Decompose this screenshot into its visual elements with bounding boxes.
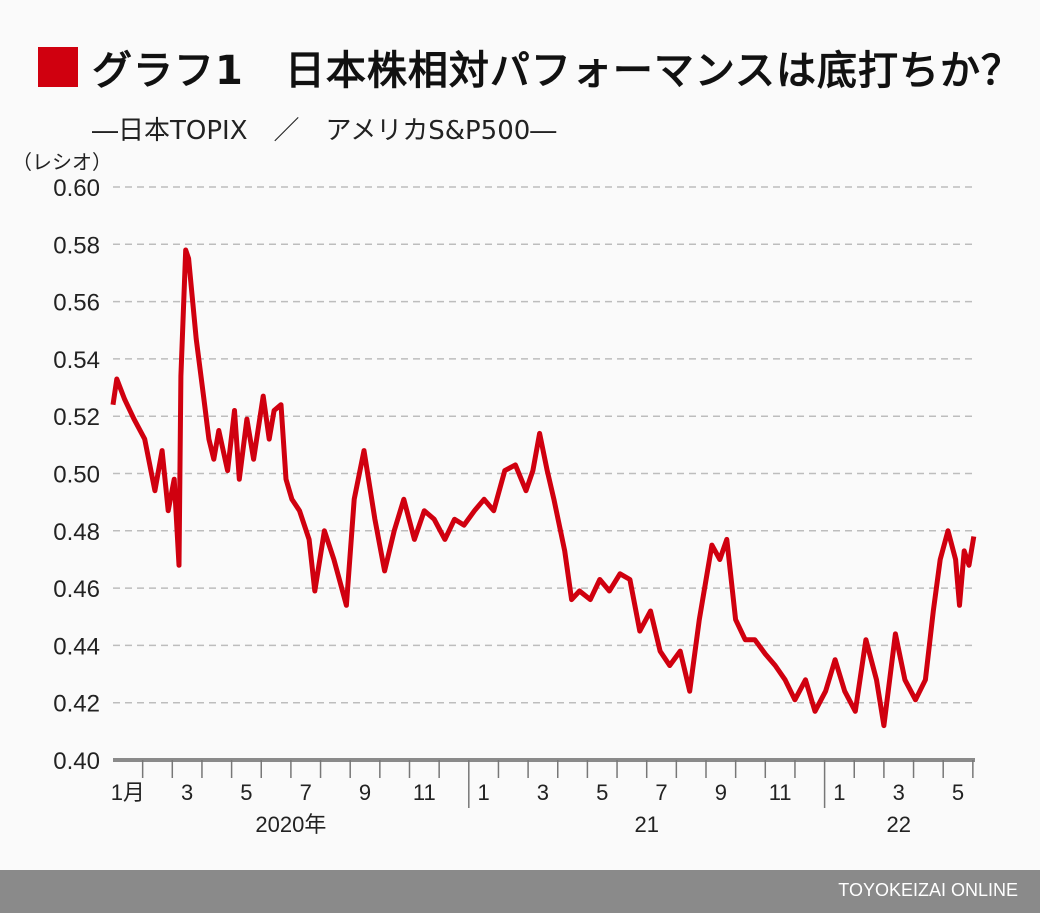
footer-brand: TOYOKEIZAI ONLINE xyxy=(838,880,1018,900)
title-marker xyxy=(38,47,78,87)
line-chart: 0.60 0.58 0.56 0.54 0.52 0.50 0.48 0.46 0.44 0.42… xyxy=(53,175,977,837)
y-tick-label: 0.54 xyxy=(53,347,100,374)
x-tick-label: 9 xyxy=(715,780,727,805)
y-tick-label: 0.56 xyxy=(53,290,100,317)
y-tick-label: 0.42 xyxy=(53,691,100,718)
y-tick-label: 0.46 xyxy=(53,576,100,603)
y-tick-label: 0.44 xyxy=(53,633,100,660)
year-label: 21 xyxy=(634,812,658,837)
y-tick-label: 0.58 xyxy=(53,232,100,259)
x-tick-label: 5 xyxy=(596,780,608,805)
x-tick-label: 1 xyxy=(478,780,490,805)
year-label: 22 xyxy=(886,812,910,837)
data-line xyxy=(110,247,977,729)
x-tick-label: 7 xyxy=(300,780,312,805)
x-tick-label: 11 xyxy=(413,780,436,805)
x-tick-label: 5 xyxy=(240,780,252,805)
x-tick-label: 3 xyxy=(537,780,549,805)
y-tick-label: 0.60 xyxy=(53,175,100,202)
footer-bar: TOYOKEIZAI ONLINE xyxy=(0,870,1040,913)
x-tick-label: 9 xyxy=(359,780,371,805)
x-tick-label: 1月 xyxy=(111,780,145,805)
x-tick-label: 7 xyxy=(655,780,667,805)
y-tick-label: 0.50 xyxy=(53,462,100,489)
chart-title: グラフ1 日本株相対パフォーマンスは底打ちか？ xyxy=(92,48,1023,94)
y-axis-unit: （レシオ） xyxy=(12,150,112,174)
x-tick-label: 3 xyxy=(893,780,905,805)
year-label: 2020年 xyxy=(255,812,326,837)
x-tick-label: 5 xyxy=(952,780,964,805)
y-tick-label: 0.40 xyxy=(53,748,100,775)
x-tick-label: 3 xyxy=(181,780,193,805)
x-tick-label: 1 xyxy=(833,780,845,805)
x-tick-label: 11 xyxy=(769,780,792,805)
y-tick-label: 0.48 xyxy=(53,519,100,546)
y-tick-label: 0.52 xyxy=(53,404,100,431)
chart-subtitle: ―日本TOPIX ／ アメリカS&P500― xyxy=(92,116,557,146)
